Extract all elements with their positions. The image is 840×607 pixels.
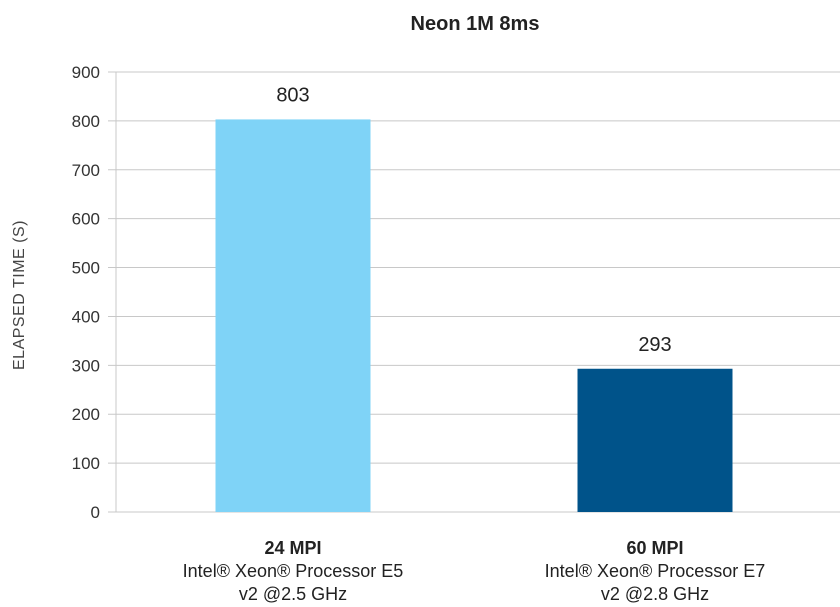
data-labels: 803 293 — [276, 84, 671, 355]
bar — [577, 368, 733, 512]
chart-title: Neon 1M 8ms — [411, 13, 540, 35]
y-tick-label: 700 — [72, 161, 100, 180]
y-axis-label: ELAPSED TIME (S) — [11, 220, 28, 370]
data-label: 293 — [638, 334, 671, 356]
bars — [215, 119, 733, 512]
y-tick-label: 0 — [91, 503, 100, 522]
y-tick-label: 300 — [72, 356, 100, 375]
y-tick-label: 800 — [72, 112, 100, 131]
category-line1: Intel® Xeon® Processor E7 — [545, 561, 766, 581]
y-tick-label: 500 — [72, 259, 100, 278]
y-tick-label: 600 — [72, 210, 100, 229]
category-line1: Intel® Xeon® Processor E5 — [183, 561, 404, 581]
y-tick-label: 400 — [72, 307, 100, 326]
y-tick-label: 100 — [72, 454, 100, 473]
x-axis-categories: 24 MPI Intel® Xeon® Processor E5 v2 @2.5 G… — [183, 538, 766, 604]
y-tick-label: 900 — [72, 63, 100, 82]
category-title: 60 MPI — [626, 538, 683, 558]
bar — [215, 119, 371, 512]
y-tick-label: 200 — [72, 405, 100, 424]
category-title: 24 MPI — [264, 538, 321, 558]
y-axis-ticks: 0 100 200 300 400 500 600 700 800 900 — [72, 63, 100, 522]
data-label: 803 — [276, 84, 309, 106]
category-line2: v2 @2.8 GHz — [601, 584, 709, 604]
category-line2: v2 @2.5 GHz — [239, 584, 347, 604]
